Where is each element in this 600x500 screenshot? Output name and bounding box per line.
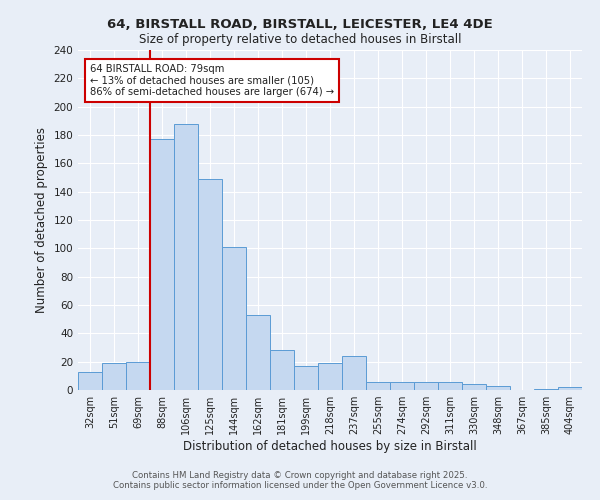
Bar bbox=[294, 366, 318, 390]
Bar bbox=[78, 372, 102, 390]
Text: Contains HM Land Registry data © Crown copyright and database right 2025.
Contai: Contains HM Land Registry data © Crown c… bbox=[113, 470, 487, 490]
Bar bbox=[126, 362, 150, 390]
Bar bbox=[102, 363, 126, 390]
Bar bbox=[486, 386, 510, 390]
Bar bbox=[318, 363, 342, 390]
Y-axis label: Number of detached properties: Number of detached properties bbox=[35, 127, 48, 313]
Bar bbox=[246, 315, 270, 390]
Bar bbox=[414, 382, 438, 390]
Bar bbox=[390, 382, 414, 390]
Text: 64, BIRSTALL ROAD, BIRSTALL, LEICESTER, LE4 4DE: 64, BIRSTALL ROAD, BIRSTALL, LEICESTER, … bbox=[107, 18, 493, 30]
Text: 64 BIRSTALL ROAD: 79sqm
← 13% of detached houses are smaller (105)
86% of semi-d: 64 BIRSTALL ROAD: 79sqm ← 13% of detache… bbox=[90, 64, 334, 98]
Text: Size of property relative to detached houses in Birstall: Size of property relative to detached ho… bbox=[139, 32, 461, 46]
Bar bbox=[174, 124, 198, 390]
X-axis label: Distribution of detached houses by size in Birstall: Distribution of detached houses by size … bbox=[183, 440, 477, 453]
Bar bbox=[150, 139, 174, 390]
Bar bbox=[462, 384, 486, 390]
Bar bbox=[342, 356, 366, 390]
Bar bbox=[534, 388, 558, 390]
Bar bbox=[198, 179, 222, 390]
Bar bbox=[558, 387, 582, 390]
Bar bbox=[270, 350, 294, 390]
Bar bbox=[366, 382, 390, 390]
Bar bbox=[438, 382, 462, 390]
Bar bbox=[222, 247, 246, 390]
